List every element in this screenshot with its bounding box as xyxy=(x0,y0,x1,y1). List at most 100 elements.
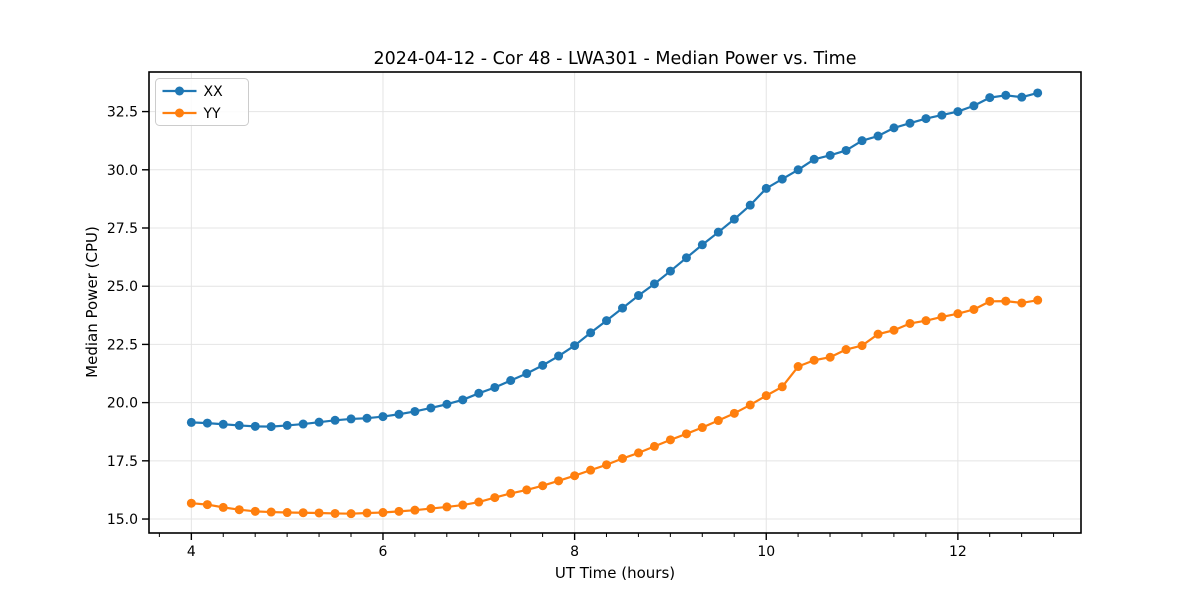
data-point-marker xyxy=(841,345,851,355)
data-point-marker xyxy=(490,382,500,392)
data-point-marker xyxy=(218,419,228,429)
data-point-marker xyxy=(937,312,947,322)
data-point-marker xyxy=(506,375,516,385)
series-YY xyxy=(186,295,1043,519)
data-point-marker xyxy=(426,504,436,514)
data-point-marker xyxy=(857,136,867,146)
y-tick-label: 22.5 xyxy=(107,337,138,353)
data-point-marker xyxy=(538,360,548,370)
data-point-marker xyxy=(681,429,691,439)
y-tick-label: 15.0 xyxy=(107,512,138,528)
y-tick-label: 17.5 xyxy=(107,454,138,470)
data-point-marker xyxy=(1033,88,1043,98)
y-tick-label: 25.0 xyxy=(107,279,138,295)
data-point-marker xyxy=(1001,90,1011,100)
data-point-marker xyxy=(506,488,516,498)
series-XX xyxy=(186,88,1043,432)
data-point-marker xyxy=(889,123,899,133)
data-point-marker xyxy=(618,303,628,313)
data-point-marker xyxy=(442,399,452,409)
legend-swatch-marker xyxy=(175,86,184,96)
y-tick-label: 32.5 xyxy=(107,105,138,121)
y-axis-label: Median Power (CPU) xyxy=(83,226,101,378)
data-point-marker xyxy=(378,412,388,422)
data-point-marker xyxy=(234,420,244,430)
data-point-marker xyxy=(490,493,500,503)
data-point-marker xyxy=(330,415,340,425)
data-point-marker xyxy=(362,413,372,423)
data-point-marker xyxy=(873,329,883,339)
data-point-marker xyxy=(474,388,484,398)
series-layer xyxy=(186,88,1043,519)
data-point-marker xyxy=(618,453,628,463)
data-point-marker xyxy=(410,505,420,515)
data-point-marker xyxy=(1033,295,1043,305)
data-point-marker xyxy=(458,395,468,405)
data-point-marker xyxy=(953,107,963,117)
data-point-marker xyxy=(602,316,612,326)
legend-swatch-marker xyxy=(175,108,184,118)
legend-item-XX: XX xyxy=(162,84,224,100)
series-line-XX xyxy=(191,91,1038,428)
data-point-marker xyxy=(458,500,468,510)
data-point-marker xyxy=(394,409,404,419)
data-point-marker xyxy=(953,309,963,319)
data-point-marker xyxy=(809,154,819,164)
data-point-marker xyxy=(985,296,995,306)
data-point-marker xyxy=(346,509,356,519)
data-point-marker xyxy=(921,114,931,124)
data-point-marker xyxy=(1017,92,1027,102)
x-tick-label: 6 xyxy=(379,544,388,560)
legend-layer: XX YY xyxy=(155,78,249,126)
data-point-marker xyxy=(665,435,675,445)
data-point-marker xyxy=(266,507,276,517)
data-point-marker xyxy=(314,417,324,427)
legend-label: YY xyxy=(203,106,222,122)
data-point-marker xyxy=(665,266,675,276)
data-point-marker xyxy=(649,279,659,289)
legend-box xyxy=(155,78,249,126)
data-point-marker xyxy=(793,165,803,175)
data-point-marker xyxy=(681,253,691,263)
data-point-marker xyxy=(761,183,771,193)
data-point-marker xyxy=(713,227,723,237)
data-point-marker xyxy=(250,506,260,516)
data-point-marker xyxy=(250,421,260,431)
y-tick-label: 27.5 xyxy=(107,221,138,237)
legend-label: XX xyxy=(204,84,224,100)
data-point-marker xyxy=(186,498,196,508)
data-point-marker xyxy=(202,418,212,428)
data-point-marker xyxy=(969,101,979,111)
x-tick-label: 12 xyxy=(949,544,967,560)
data-point-marker xyxy=(745,400,755,410)
data-point-marker xyxy=(426,403,436,413)
data-point-marker xyxy=(1017,298,1027,308)
data-point-marker xyxy=(570,471,580,481)
data-point-marker xyxy=(570,341,580,351)
data-point-marker xyxy=(394,506,404,516)
series-line-YY xyxy=(191,299,1038,515)
data-point-marker xyxy=(538,481,548,491)
x-tick-label: 10 xyxy=(757,544,775,560)
data-point-marker xyxy=(777,174,787,184)
data-point-marker xyxy=(649,441,659,451)
data-point-marker xyxy=(346,414,356,424)
data-point-marker xyxy=(809,355,819,365)
data-point-marker xyxy=(266,422,276,432)
data-point-marker xyxy=(729,408,739,418)
axes-layer: 4 6 8 10 12 15.0 17.5 20.0 22.5 25.0 27.5 30.0 32.5 xyxy=(107,71,1082,560)
data-point-marker xyxy=(697,240,707,250)
data-point-marker xyxy=(905,118,915,128)
data-point-marker xyxy=(745,200,755,210)
data-point-marker xyxy=(873,131,883,141)
data-point-marker xyxy=(602,460,612,470)
data-point-marker xyxy=(522,369,532,379)
data-point-marker xyxy=(330,508,340,518)
data-point-marker xyxy=(857,341,867,351)
data-point-marker xyxy=(186,417,196,427)
data-point-marker xyxy=(1001,296,1011,306)
data-point-marker xyxy=(298,508,308,518)
plot-border xyxy=(148,71,1082,534)
legend-item-YY: YY xyxy=(162,106,222,122)
